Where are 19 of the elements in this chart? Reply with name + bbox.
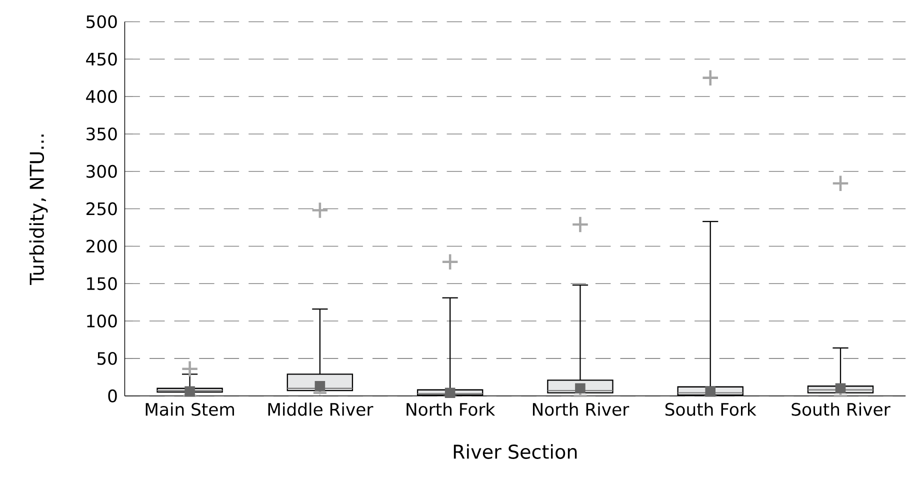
x-tick-label: South River: [792, 402, 890, 416]
y-tick-label: 400: [86, 90, 117, 104]
y-tick-label: 250: [86, 202, 117, 216]
x-tick-label: North Fork: [406, 402, 496, 416]
x-tick-label: Main Stem: [146, 402, 234, 416]
y-tick-label: 50: [97, 352, 117, 366]
y-tick-label: 500: [86, 15, 117, 28]
x-axis-title: River Section: [454, 444, 577, 460]
y-tick-label: 150: [87, 277, 117, 290]
y-axis-title: Turbidity, NTU...: [29, 134, 48, 286]
y-tick-label: 100: [87, 314, 117, 328]
y-tick-label: 350: [86, 128, 117, 141]
y-tick-label: 300: [86, 165, 117, 178]
x-tick-label: North River: [532, 402, 630, 416]
x-tick-label: Middle River: [268, 402, 374, 416]
y-tick-label: 200: [86, 240, 117, 253]
y-tick-label: 0: [108, 390, 117, 403]
y-tick-label: 450: [86, 52, 117, 66]
x-tick-label: South Fork: [665, 402, 756, 416]
